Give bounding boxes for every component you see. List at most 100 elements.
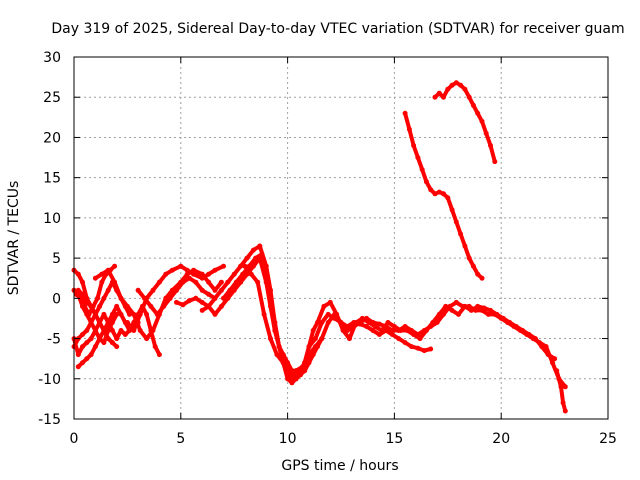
data-point <box>150 328 156 333</box>
data-point <box>456 311 461 317</box>
data-point <box>453 219 459 225</box>
data-point <box>144 336 150 342</box>
data-point <box>75 352 81 358</box>
data-point <box>238 263 244 269</box>
data-point <box>458 231 464 237</box>
data-point <box>75 271 81 277</box>
data-point <box>131 311 137 317</box>
data-point <box>109 340 115 346</box>
data-point <box>466 94 472 100</box>
data-point <box>415 345 421 351</box>
data-point <box>80 344 85 350</box>
data-point <box>432 94 438 100</box>
data-point <box>447 303 453 309</box>
data-point <box>479 118 485 124</box>
data-point <box>376 321 382 327</box>
data-point <box>449 207 455 213</box>
data-point <box>389 328 395 333</box>
data-point <box>218 287 224 293</box>
data-point <box>174 299 179 305</box>
data-point <box>409 328 414 333</box>
y-tick-label: 15 <box>43 171 61 187</box>
data-point <box>306 360 312 366</box>
data-point <box>152 344 158 350</box>
data-point <box>428 346 434 352</box>
data-point <box>441 94 446 100</box>
data-point <box>347 336 352 342</box>
data-point <box>124 320 130 325</box>
data-point <box>338 320 344 325</box>
data-point <box>409 344 414 350</box>
data-point <box>105 320 111 325</box>
data-point <box>114 303 120 309</box>
y-axis-label: SDTVAR / TECUs <box>6 181 22 296</box>
series-line-trace-15 <box>554 368 568 413</box>
data-point <box>80 279 85 285</box>
data-point <box>199 307 205 313</box>
data-point <box>142 295 147 301</box>
data-point <box>253 255 259 261</box>
data-point <box>276 344 282 350</box>
data-point <box>163 271 169 277</box>
x-tick-label: 20 <box>492 431 510 447</box>
data-point <box>184 267 190 273</box>
data-point <box>505 320 511 325</box>
data-point <box>101 328 107 333</box>
data-point <box>327 299 333 305</box>
data-point <box>475 271 481 277</box>
data-point <box>180 279 186 285</box>
data-point <box>310 328 316 333</box>
data-point <box>99 279 105 285</box>
data-point <box>248 271 254 277</box>
data-point <box>492 159 498 165</box>
data-point <box>99 271 105 277</box>
data-point <box>193 279 199 285</box>
data-point <box>124 303 130 309</box>
data-point <box>558 384 564 390</box>
data-point <box>550 360 555 366</box>
data-point <box>206 271 212 277</box>
data-point <box>289 380 295 386</box>
data-point <box>137 328 143 333</box>
data-point <box>257 243 263 249</box>
data-point <box>488 307 493 313</box>
data-point <box>199 299 205 305</box>
data-point <box>212 311 218 317</box>
data-point <box>242 263 248 269</box>
data-point <box>511 324 517 329</box>
data-point <box>109 311 115 317</box>
data-point <box>300 364 306 370</box>
data-point <box>470 263 476 269</box>
data-point <box>186 298 192 304</box>
data-point <box>406 126 412 132</box>
data-point <box>218 303 224 309</box>
data-point <box>114 336 120 342</box>
data-point <box>543 344 549 350</box>
data-point <box>357 320 363 325</box>
data-point <box>312 344 318 350</box>
data-point <box>462 86 468 92</box>
data-point <box>150 287 156 293</box>
data-point <box>466 303 472 309</box>
data-point <box>161 303 167 309</box>
data-point <box>240 271 246 277</box>
y-tick-label: -10 <box>38 372 61 388</box>
data-point <box>319 336 325 342</box>
data-point <box>560 400 566 406</box>
data-point <box>562 408 568 414</box>
data-point <box>280 360 286 366</box>
data-point <box>391 324 397 329</box>
data-point <box>135 287 141 293</box>
data-point <box>423 179 429 185</box>
data-point <box>517 328 523 333</box>
data-point <box>419 167 425 173</box>
data-point <box>383 324 389 329</box>
data-point <box>227 287 233 293</box>
data-point <box>376 332 382 337</box>
data-point <box>428 324 434 329</box>
data-point <box>221 295 226 301</box>
data-point <box>231 271 237 277</box>
data-point <box>199 287 205 293</box>
data-point <box>97 336 103 342</box>
data-point <box>131 328 137 333</box>
